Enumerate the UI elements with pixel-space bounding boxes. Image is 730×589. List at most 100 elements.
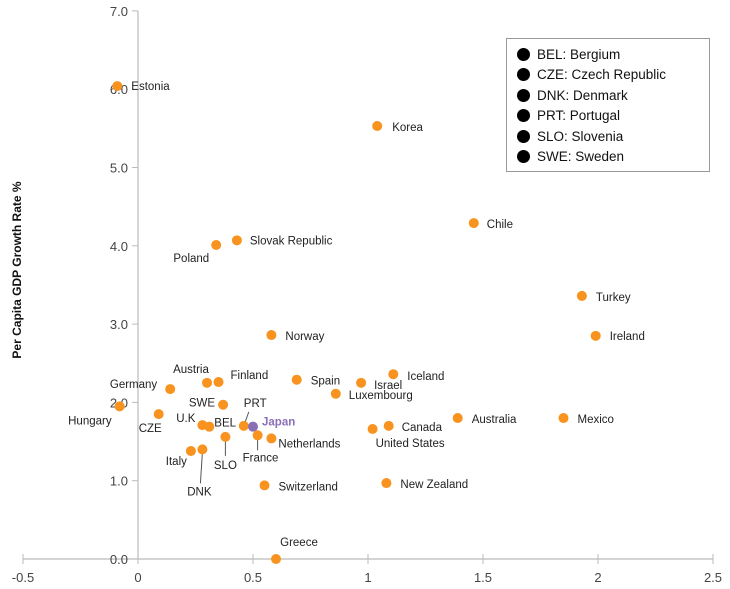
data-point	[220, 431, 231, 442]
data-point	[468, 218, 479, 229]
data-point	[266, 330, 277, 341]
point-label: Australia	[472, 414, 517, 426]
legend-item: SWE: Sweden	[517, 147, 709, 168]
y-tick-label: 0.0	[110, 552, 128, 567]
point-label: France	[243, 452, 279, 464]
point-label: Finland	[231, 370, 269, 382]
data-point	[218, 399, 229, 410]
x-tick-label: 1	[364, 570, 371, 585]
data-point	[259, 480, 270, 491]
data-point	[252, 430, 263, 441]
point-label: Israel	[374, 380, 402, 392]
data-point	[383, 420, 394, 431]
data-point	[330, 388, 341, 399]
data-point	[266, 433, 277, 444]
y-tick-label: 1.0	[110, 474, 128, 489]
point-label: PRT	[244, 398, 267, 410]
data-point	[291, 374, 302, 385]
point-label: Italy	[166, 456, 187, 468]
data-point	[452, 413, 463, 424]
point-label: Norway	[285, 331, 324, 343]
legend-dot-icon	[517, 109, 530, 123]
data-point	[202, 377, 212, 388]
legend-label: DNK: Denmark	[537, 87, 628, 103]
legend-item: DNK: Denmark	[517, 85, 709, 106]
legend-dot-icon	[517, 47, 530, 61]
legend-label: CZE: Czech Republic	[537, 67, 667, 83]
legend-dot-icon	[517, 68, 530, 82]
point-label: Slovak Republic	[250, 235, 333, 247]
legend-item: CZE: Czech Republic	[517, 65, 709, 86]
legend-item: SLO: Slovenia	[517, 126, 709, 147]
legend-item: PRT: Portugal	[517, 106, 709, 127]
point-label: SLO	[214, 460, 237, 472]
point-label: United States	[376, 438, 445, 450]
point-label: CZE	[139, 423, 162, 435]
data-point	[271, 554, 281, 564]
data-point	[211, 240, 222, 251]
point-label: New Zealand	[400, 479, 468, 491]
y-tick-label: 4.0	[110, 239, 128, 254]
data-point	[372, 121, 383, 132]
x-tick-label: 2	[594, 570, 601, 585]
data-point	[231, 235, 242, 246]
point-label: Ireland	[610, 331, 645, 343]
legend: BEL: Bergium CZE: Czech Republic DNK: De…	[506, 38, 710, 172]
point-label: Mexico	[578, 414, 614, 426]
data-point	[197, 444, 208, 455]
data-point	[165, 384, 176, 395]
legend-item: BEL: Bergium	[517, 44, 709, 65]
data-point	[590, 330, 601, 341]
legend-dot-icon	[517, 88, 530, 102]
point-label: Estonia	[131, 81, 170, 93]
data-point	[388, 369, 399, 380]
data-point	[238, 420, 249, 431]
point-label: Iceland	[407, 371, 444, 383]
point-label: Luxembourg	[349, 390, 413, 402]
legend-dot-icon	[517, 129, 530, 143]
data-point	[185, 445, 196, 456]
y-axis-label: Per Capita GDP Growth Rate %	[10, 181, 24, 358]
point-label: U.K	[176, 413, 196, 425]
data-point	[204, 421, 215, 432]
point-label: Poland	[173, 253, 209, 265]
data-point	[381, 478, 392, 489]
legend-label: SLO: Slovenia	[537, 128, 624, 144]
point-label: Canada	[402, 422, 443, 434]
point-label: Turkey	[596, 292, 631, 304]
point-label: Japan	[262, 417, 295, 429]
legend-label: SWE: Sweden	[537, 149, 625, 165]
y-tick-label: 5.0	[110, 161, 128, 176]
leader-line	[199, 452, 203, 484]
data-point	[112, 81, 123, 92]
legend-label: PRT: Portugal	[537, 108, 621, 124]
data-point	[213, 377, 224, 388]
x-tick-label: 2.5	[704, 570, 722, 585]
legend-dot-icon	[517, 150, 530, 164]
point-label: DNK	[187, 486, 212, 498]
data-point	[248, 421, 258, 432]
x-tick-label: 0.5	[244, 570, 262, 585]
data-point	[367, 424, 378, 435]
point-label: BEL	[214, 418, 236, 430]
data-point	[576, 290, 587, 301]
data-point	[114, 401, 125, 412]
point-label: SWE	[189, 398, 216, 410]
x-tick-label: 1.5	[474, 570, 492, 585]
point-label: Chile	[487, 219, 513, 231]
point-label: Hungary	[68, 415, 112, 427]
data-point	[558, 413, 569, 424]
point-label: Netherlands	[278, 438, 340, 450]
data-point	[356, 377, 367, 388]
point-label: Korea	[392, 122, 423, 134]
legend-label: BEL: Bergium	[537, 46, 621, 62]
point-label: Switzerland	[279, 481, 338, 493]
x-tick-label: 0	[134, 570, 141, 585]
x-tick-label: -0.5	[12, 570, 34, 585]
data-point	[153, 409, 164, 420]
point-label: Spain	[311, 376, 340, 388]
y-tick-label: 3.0	[110, 317, 128, 332]
point-label: Austria	[173, 364, 209, 376]
point-label: Germany	[110, 379, 158, 391]
